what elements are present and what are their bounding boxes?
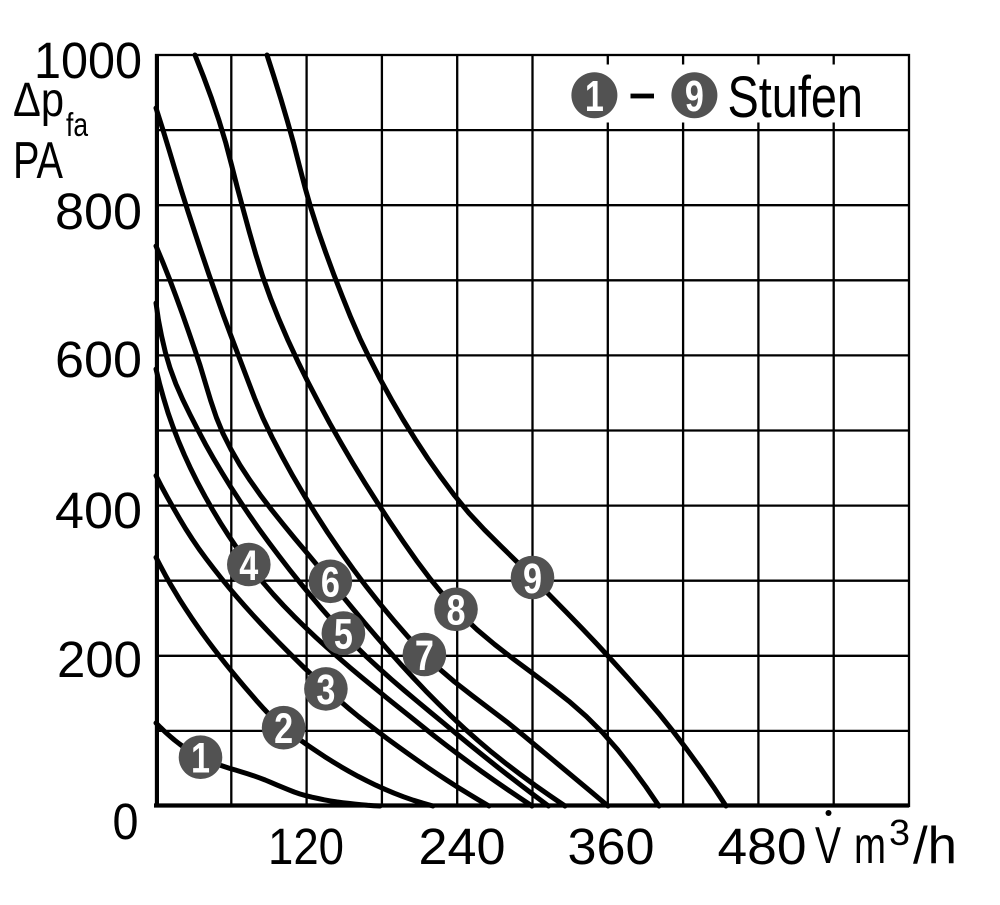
svg-text:360: 360 — [568, 818, 655, 875]
svg-text:1: 1 — [191, 735, 210, 783]
svg-text:120: 120 — [268, 818, 344, 875]
svg-text:m: m — [854, 817, 886, 875]
svg-text:1: 1 — [585, 72, 604, 121]
svg-text:V: V — [815, 817, 841, 875]
svg-text:200: 200 — [57, 631, 142, 688]
svg-text:8: 8 — [447, 587, 466, 635]
svg-text:1000: 1000 — [34, 32, 142, 89]
svg-text:9: 9 — [685, 72, 704, 121]
svg-text:800: 800 — [55, 183, 142, 240]
svg-text:2: 2 — [274, 705, 293, 753]
svg-text:PA: PA — [13, 132, 63, 190]
svg-text:Stufen: Stufen — [728, 65, 864, 130]
svg-text:6: 6 — [321, 559, 340, 607]
svg-text:600: 600 — [55, 331, 142, 388]
svg-text:fa: fa — [66, 106, 89, 143]
svg-text:3: 3 — [889, 812, 910, 853]
svg-text:400: 400 — [55, 482, 142, 539]
svg-text:7: 7 — [415, 632, 434, 680]
svg-text:4: 4 — [239, 542, 258, 590]
svg-text:9: 9 — [523, 555, 542, 603]
svg-text:480: 480 — [718, 818, 807, 875]
svg-text:3: 3 — [316, 666, 335, 714]
svg-text:0: 0 — [113, 793, 139, 850]
svg-text:Δp: Δp — [13, 74, 64, 127]
svg-text:/h: /h — [913, 817, 957, 875]
svg-text:240: 240 — [419, 818, 506, 875]
svg-text:5: 5 — [334, 610, 353, 658]
